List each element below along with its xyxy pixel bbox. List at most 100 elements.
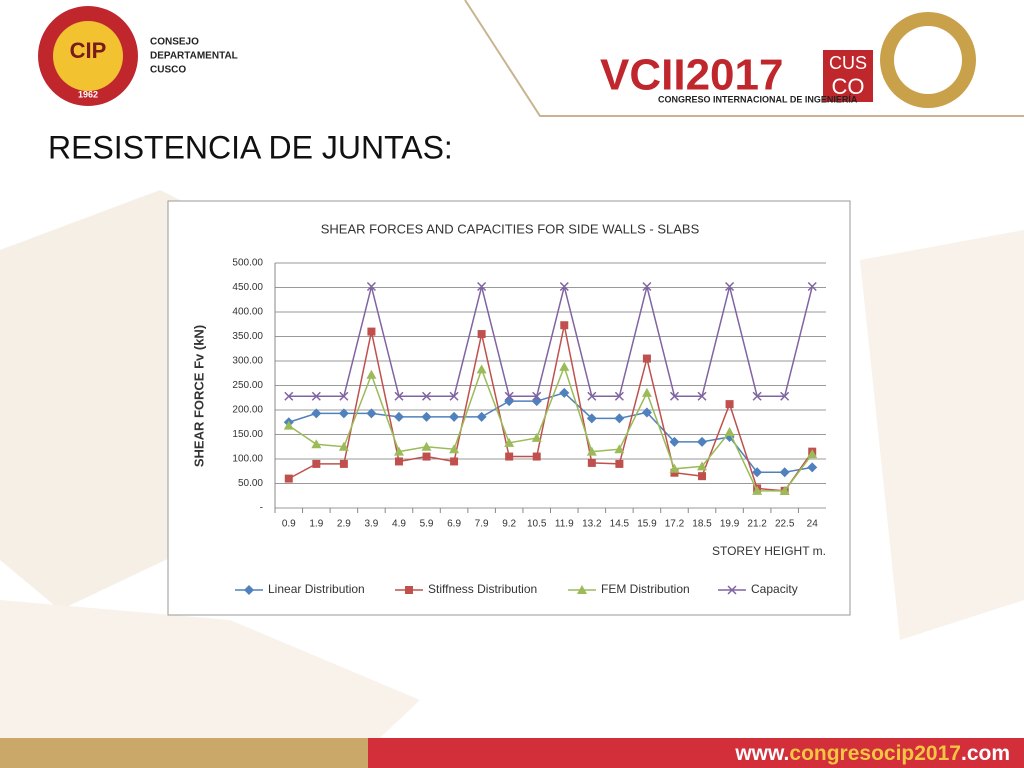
marker — [614, 413, 625, 424]
org-line: CONSEJO — [150, 37, 199, 48]
x-tick-label: 11.9 — [555, 519, 574, 530]
x-tick-label: 15.9 — [637, 519, 657, 530]
x-tick-label: 1.9 — [309, 519, 323, 530]
series-line — [288, 286, 813, 398]
legend-marker — [405, 586, 413, 594]
x-tick-label: 13.2 — [582, 519, 602, 530]
marker — [614, 391, 624, 401]
marker — [532, 452, 541, 461]
marker — [449, 444, 460, 454]
legend: Linear Distribution Stiffness Distributio… — [235, 582, 798, 596]
marker — [669, 391, 680, 401]
marker — [697, 391, 707, 401]
footer-band — [0, 738, 368, 768]
url-part: www. — [734, 742, 789, 765]
marker — [449, 411, 460, 422]
marker — [725, 400, 734, 409]
legend-marker — [727, 585, 737, 595]
series-line — [288, 325, 813, 492]
event-city: CUS — [829, 53, 867, 73]
x-tick-label: 21.2 — [747, 519, 767, 530]
x-tick-label: 2.9 — [337, 519, 351, 530]
marker — [311, 391, 321, 401]
marker — [476, 364, 487, 374]
marker — [449, 391, 459, 401]
y-axis-label: SHEAR FORCE Fv (kN) — [191, 325, 206, 467]
marker — [504, 437, 515, 447]
event-mark: VCII2017 — [600, 51, 783, 100]
legend-label: FEM Distribution — [601, 582, 690, 596]
marker — [284, 391, 294, 401]
marker — [779, 485, 790, 495]
marker — [421, 391, 432, 401]
marker — [752, 391, 762, 401]
marker — [779, 467, 790, 478]
marker — [339, 391, 349, 401]
marker — [641, 387, 652, 397]
x-tick-label: 9.2 — [502, 519, 516, 530]
marker — [807, 281, 817, 292]
marker — [394, 457, 403, 466]
bg-shape — [0, 600, 420, 738]
marker — [780, 391, 790, 401]
marker — [311, 439, 322, 449]
event-gear-core — [894, 26, 962, 94]
chart-title: SHEAR FORCES AND CAPACITIES FOR SIDE WAL… — [321, 221, 700, 236]
marker — [366, 369, 377, 379]
event-city-box — [823, 50, 873, 102]
y-tick-label: 400.00 — [232, 307, 263, 318]
marker — [339, 459, 348, 468]
x-tick-label: 6.9 — [447, 519, 461, 530]
series-line — [288, 364, 813, 492]
marker — [807, 462, 818, 473]
marker — [698, 472, 707, 481]
x-tick-label: 18.5 — [692, 519, 712, 530]
x-tick-label: 10.5 — [527, 519, 547, 530]
marker — [614, 444, 625, 454]
marker — [284, 474, 293, 483]
legend-marker — [577, 585, 587, 594]
marker — [421, 441, 432, 451]
legend-label: Capacity — [751, 582, 798, 596]
x-axis-label: STOREY HEIGHT m. — [712, 544, 826, 558]
marker — [641, 407, 652, 418]
marker — [615, 459, 624, 468]
marker — [476, 411, 487, 422]
marker — [421, 411, 432, 422]
marker — [669, 436, 680, 447]
marker — [559, 361, 570, 371]
x-tick-label: 17.2 — [665, 519, 685, 530]
marker — [752, 467, 763, 478]
marker — [560, 321, 569, 330]
marker — [587, 391, 597, 401]
legend-label: Linear Distribution — [268, 582, 365, 596]
marker — [366, 281, 376, 292]
x-tick-label: 19.9 — [720, 519, 740, 530]
marker — [587, 458, 596, 467]
y-tick-label: 200.00 — [232, 405, 263, 416]
y-tick-label: 150.00 — [232, 429, 263, 440]
y-tick-label: - — [260, 503, 263, 514]
header-rule — [464, 0, 1024, 117]
bg-shape — [860, 230, 1024, 640]
x-tick-label: 22.5 — [775, 519, 795, 530]
org-line: CUSCO — [150, 65, 186, 76]
org-line: DEPARTAMENTAL — [150, 51, 238, 62]
legend-label: Stiffness Distribution — [428, 582, 537, 596]
marker — [586, 413, 597, 424]
url-part: .com — [961, 742, 1010, 765]
marker — [367, 327, 376, 336]
y-tick-label: 250.00 — [232, 380, 263, 391]
marker — [807, 449, 818, 459]
y-tick-label: 450.00 — [232, 282, 263, 293]
event-city: CO — [832, 74, 865, 99]
marker — [531, 432, 542, 442]
marker — [366, 408, 377, 419]
marker — [642, 281, 652, 292]
x-tick-label: 24 — [807, 519, 819, 530]
logo-core — [53, 21, 123, 91]
marker — [422, 452, 431, 461]
x-tick-label: 3.9 — [364, 519, 378, 530]
marker — [697, 436, 708, 447]
chart-frame — [167, 200, 851, 616]
